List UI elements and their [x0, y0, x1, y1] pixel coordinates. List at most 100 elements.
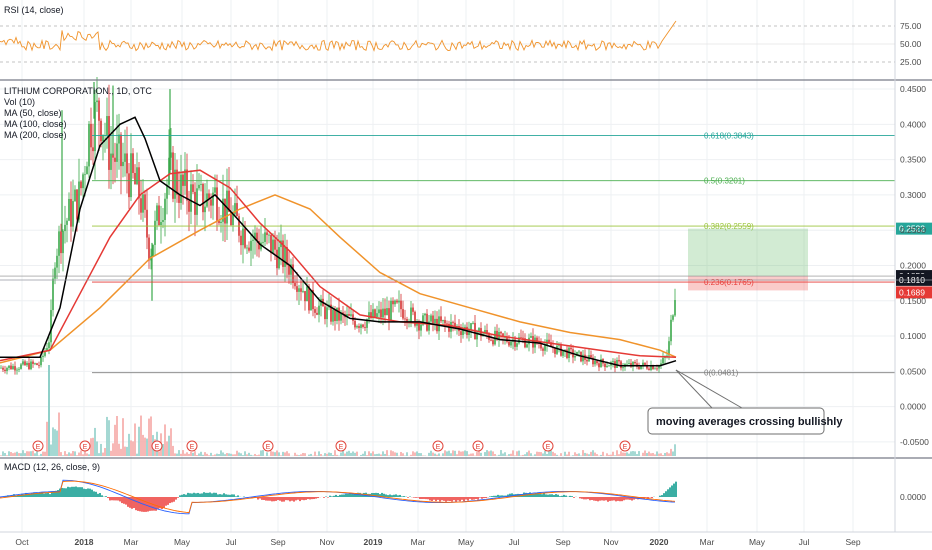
macd-histogram-bar	[615, 497, 617, 502]
symbol-legend[interactable]: LITHIUM CORPORATION., 1D, OTC	[4, 86, 152, 96]
volume-bar	[208, 455, 210, 456]
ma100-legend[interactable]: MA (100, close)	[4, 119, 67, 129]
ma50-line[interactable]	[0, 116, 677, 367]
macd-histogram-bar	[221, 494, 223, 497]
ma200-legend[interactable]: MA (200, close)	[4, 130, 67, 140]
macd-histogram-bar	[605, 497, 607, 501]
ma50-legend[interactable]: MA (50, close)	[4, 108, 62, 118]
volume-bar	[624, 452, 626, 456]
macd-histogram-bar	[463, 497, 465, 502]
volume-bar	[158, 451, 160, 456]
volume-bar	[644, 450, 646, 456]
candle-body	[428, 321, 430, 331]
volume-bar	[392, 451, 394, 456]
macd-signal-line[interactable]	[0, 480, 676, 514]
volume-bar	[486, 450, 488, 456]
earnings-marker[interactable]: E	[542, 440, 554, 452]
volume-bar	[432, 452, 434, 456]
macd-histogram-bar	[281, 497, 283, 502]
time-tick-label: Sep	[845, 537, 860, 547]
time-tick-label: Oct	[15, 537, 29, 547]
volume-bar	[210, 452, 212, 456]
price-tag[interactable]: 0.2522	[896, 222, 932, 235]
earnings-marker[interactable]: E	[432, 440, 444, 452]
volume-bar	[280, 455, 282, 456]
candle-body	[244, 228, 246, 248]
earnings-marker[interactable]: E	[262, 440, 274, 452]
ma100-line[interactable]	[0, 169, 677, 362]
candle-body	[106, 116, 108, 136]
candle-body	[72, 201, 74, 227]
candle-body	[526, 344, 528, 348]
macd-histogram-bar	[141, 497, 143, 512]
volume-bar	[448, 450, 450, 456]
loss-zone[interactable]	[688, 276, 808, 291]
volume-bar	[374, 454, 376, 456]
price-tag[interactable]: 0.1689	[896, 286, 932, 299]
profit-zone[interactable]	[688, 228, 808, 277]
rsi-line[interactable]	[0, 20, 677, 52]
macd-histogram-bar	[215, 492, 217, 497]
candle-body	[370, 312, 372, 319]
annotation-callout[interactable]: moving averages crossing bullishly	[647, 369, 843, 435]
time-axis[interactable]: Oct 2018 Mar May Jul Sep Nov 2019 Mar May Jul Sep No…	[0, 531, 932, 547]
volume-bar	[46, 421, 48, 456]
earnings-marker[interactable]: E	[619, 440, 631, 452]
macd-histogram-bar	[223, 493, 225, 497]
rsi-legend[interactable]: RSI (14, close)	[4, 5, 64, 15]
earnings-marker[interactable]: E	[186, 440, 198, 452]
price-tick-label: 0.0500	[900, 366, 926, 376]
volume-bar	[660, 453, 662, 456]
macd-legend[interactable]: MACD (12, 26, close, 9)	[4, 462, 100, 472]
volume-bar	[382, 451, 384, 456]
candle-body	[330, 304, 332, 322]
earnings-marker[interactable]: E	[79, 440, 91, 452]
candle-body	[402, 309, 404, 319]
fibonacci-retracement[interactable]: 0.618(0.3843) 0.5(0.3201) 0.382(0.2559) 0.2…	[92, 131, 895, 378]
macd-histogram-bar	[111, 497, 113, 501]
vol-legend[interactable]: Vol (10)	[4, 97, 35, 107]
candle-body	[506, 336, 508, 342]
main-legend[interactable]: LITHIUM CORPORATION., 1D, OTC Vol (10) M…	[4, 86, 152, 140]
candle-body	[22, 361, 24, 365]
macd-histogram-bar	[561, 495, 563, 497]
time-tick-label: 2019	[364, 537, 383, 547]
rsi-tick-label: 25.00	[900, 57, 922, 67]
macd-histogram-bar	[481, 497, 483, 499]
earnings-marker[interactable]: E	[32, 440, 44, 452]
earnings-marker[interactable]: E	[472, 440, 484, 452]
volume-bar	[380, 454, 382, 456]
macd-histogram-bar	[563, 494, 565, 497]
candle-body	[656, 368, 658, 370]
candle-body	[128, 173, 130, 198]
macd-histogram-bar	[199, 493, 201, 497]
ma200-line[interactable]	[0, 194, 677, 364]
volume-bar	[44, 451, 46, 456]
macd-histogram-bar	[85, 489, 87, 497]
volume-bar	[74, 451, 76, 456]
candle-body	[286, 247, 288, 266]
volume-bar	[628, 453, 630, 456]
candle-body	[254, 232, 256, 240]
price-axis[interactable]: 0.4500 0.4000 0.3500 0.3000 0.2500 0.2000 0.15…	[894, 0, 929, 532]
volume-bar	[192, 452, 194, 456]
volume-bar	[254, 453, 256, 456]
volume-bar	[596, 454, 598, 456]
earnings-marker[interactable]: E	[335, 440, 347, 452]
volume-bar	[668, 453, 670, 456]
volume-bar	[214, 454, 216, 456]
macd-histogram-bar	[551, 494, 553, 497]
macd-histogram-bar	[261, 497, 263, 500]
volume-bar	[34, 453, 36, 456]
volume-bar	[454, 450, 456, 456]
earnings-marker[interactable]: E	[151, 440, 163, 452]
volume-bar	[428, 452, 430, 456]
volume-bar	[176, 453, 178, 456]
volume-bar	[258, 454, 260, 456]
earnings-marker-label: E	[476, 444, 481, 451]
volume-bar	[480, 452, 482, 456]
macd-histogram-bar	[467, 497, 469, 501]
